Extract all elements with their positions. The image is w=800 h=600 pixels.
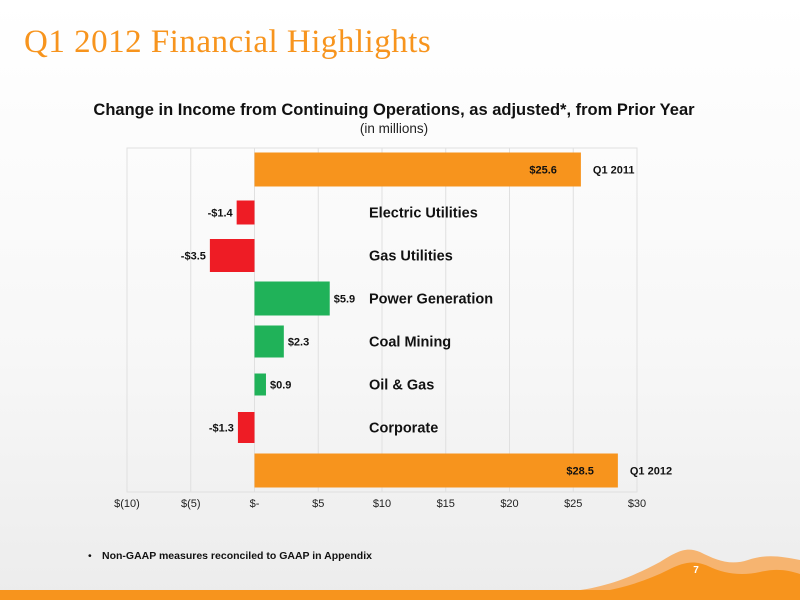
- category-label: Gas Utilities: [369, 249, 453, 265]
- bar-value-label: $5.9: [334, 294, 355, 306]
- category-label: Coal Mining: [369, 335, 451, 351]
- bar-value-label: $28.5: [566, 466, 594, 478]
- x-tick-label: $30: [628, 498, 646, 510]
- x-tick-label: $(10): [114, 498, 140, 510]
- bar-value-label: $25.6: [529, 165, 557, 177]
- bar-power-generation: [254, 281, 330, 316]
- x-tick-label: $(5): [181, 498, 201, 510]
- x-tick-label: $5: [312, 498, 324, 510]
- bar-gas-utilities: [209, 239, 255, 272]
- chart-subtitle: (in millions): [359, 121, 429, 136]
- x-tick-label: $10: [373, 498, 391, 510]
- category-label: Oil & Gas: [369, 378, 434, 394]
- category-label: Corporate: [369, 421, 438, 437]
- x-tick-label: $-: [250, 498, 260, 510]
- bar-value-label: -$1.4: [208, 208, 234, 220]
- slide-title: Q1 2012 Financial Highlights: [24, 24, 432, 60]
- bar-q1-2011: [254, 152, 581, 187]
- x-tick-label: $25: [564, 498, 582, 510]
- bar-electric-utilities: [236, 200, 255, 225]
- category-label: Power Generation: [369, 292, 493, 308]
- bar-corporate: [237, 412, 255, 443]
- chart-title: Change in Income from Continuing Operati…: [93, 101, 695, 119]
- bar-q1-2012: [254, 453, 618, 488]
- category-label: Electric Utilities: [369, 206, 478, 222]
- category-label: Q1 2011: [593, 165, 635, 177]
- bar-value-label: $0.9: [270, 380, 291, 392]
- footnote-text: Non-GAAP measures reconciled to GAAP in …: [102, 550, 372, 562]
- page-number: 7: [693, 565, 699, 576]
- x-tick-label: $15: [437, 498, 455, 510]
- footnote-bullet: •: [88, 550, 92, 562]
- category-label: Q1 2012: [630, 466, 672, 478]
- bar-coal-mining: [254, 325, 284, 358]
- x-tick-label: $20: [500, 498, 518, 510]
- bar-value-label: -$1.3: [209, 423, 234, 435]
- bar-oil-gas: [254, 373, 266, 396]
- footnote: • Non-GAAP measures reconciled to GAAP in…: [88, 550, 372, 562]
- bar-value-label: $2.3: [288, 337, 309, 349]
- bar-value-label: -$3.5: [181, 251, 206, 263]
